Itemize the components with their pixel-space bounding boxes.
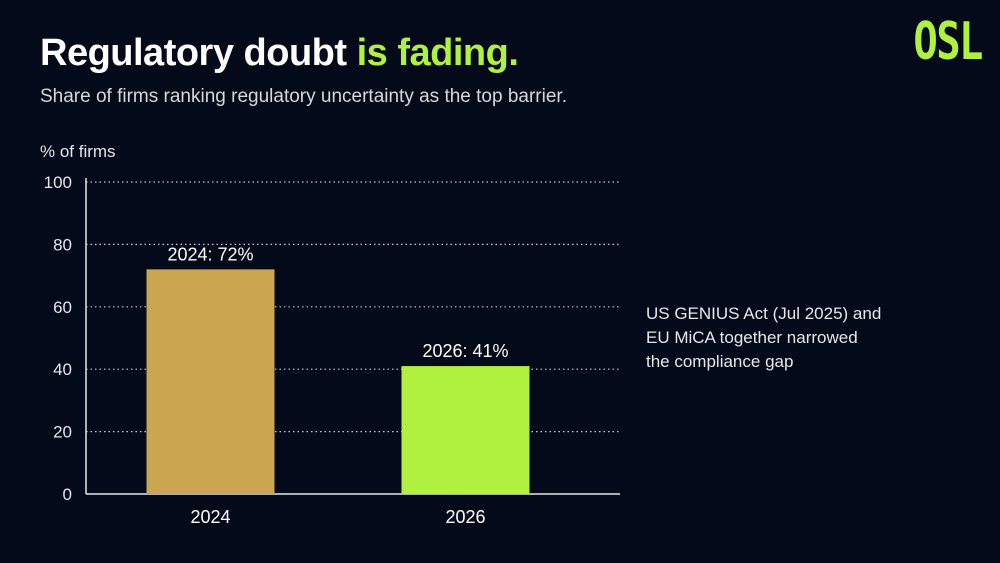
chart-title: Regulatory doubt is fading. [40,30,519,76]
y-tick-label: 60 [53,298,72,317]
bar-2026 [401,366,530,494]
data-label: 2024: 72% [167,244,253,264]
y-tick-label: 20 [53,423,72,442]
y-tick-label: 80 [53,235,72,254]
chart-subtitle: Share of firms ranking regulatory uncert… [40,86,567,107]
title-main: Regulatory doubt [40,32,347,74]
y-tick-label: 40 [53,360,72,379]
bar-2024 [146,269,275,494]
x-tick-label: 2024 [190,507,230,527]
y-tick-label: 0 [63,485,72,504]
data-label: 2026: 41% [422,341,508,361]
y-axis-label: % of firms [40,142,116,161]
chart-annotation: US GENIUS Act (Jul 2025) and EU MiCA tog… [646,304,882,371]
y-tick-label: 100 [44,173,72,192]
brand-logo: OSL [913,12,983,72]
title-accent: is fading. [356,32,519,74]
x-tick-label: 2026 [445,507,485,527]
